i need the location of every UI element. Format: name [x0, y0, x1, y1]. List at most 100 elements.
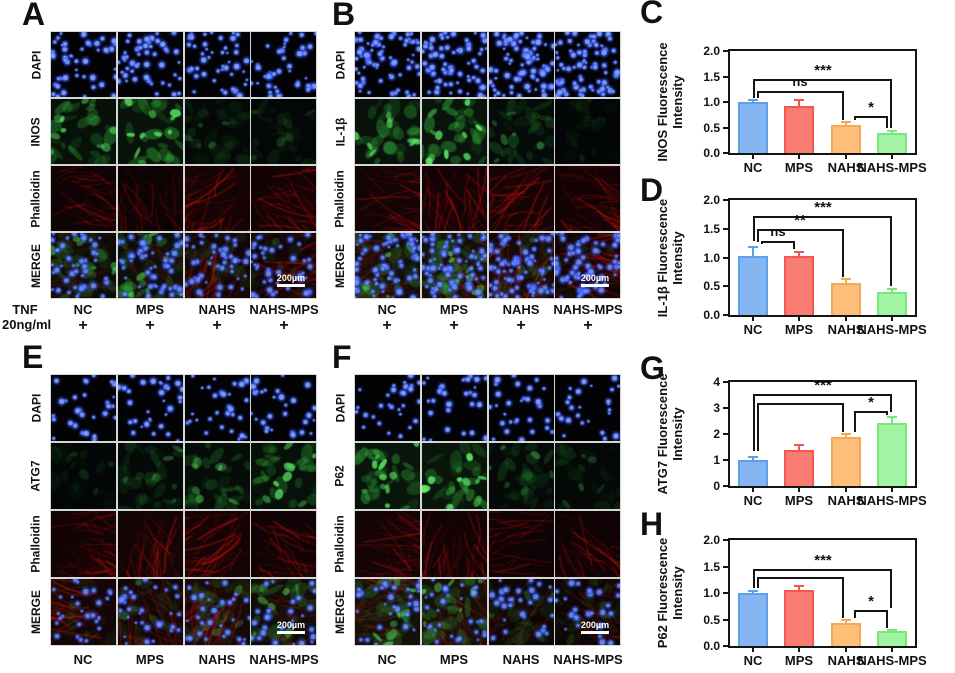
micro-tile-f-p62-2	[489, 443, 554, 509]
row-label-text: Phalloidin	[29, 169, 43, 228]
col-label-nahs-mps: NAHS-MPS	[249, 652, 319, 667]
error-bar-cap	[887, 416, 897, 418]
bar-mps	[784, 590, 814, 646]
micro-tile-a-merge-0	[51, 233, 116, 298]
sig-label: *	[868, 593, 874, 610]
y-tick-label: 0.0	[703, 639, 720, 653]
plus-sign: +	[279, 317, 289, 334]
error-bar-line	[845, 434, 847, 437]
row-label-phalloidin: Phalloidin	[24, 510, 48, 578]
micro-tile-a-dapi-0	[51, 32, 116, 97]
micro-grid: 200µm	[354, 374, 621, 646]
row-label-dapi: DAPI	[24, 374, 48, 442]
scale-bar: 200µm	[575, 620, 615, 634]
y-axis-title: P62 Fluorescence Intensity	[650, 532, 690, 654]
x-category-label-nahs: NAHS	[827, 160, 865, 175]
bar-chart-h: H P62 Fluorescence Intensity 0.0 0.5 1.0 1.5 2…	[636, 506, 955, 673]
row-label-text: IL-1β	[333, 117, 348, 146]
sig-bracket-leg-right	[890, 79, 892, 128]
col-label-mps: MPS	[439, 302, 469, 317]
col-label-mps: MPS	[135, 302, 165, 317]
row-label-text: DAPI	[333, 393, 348, 423]
x-tick-mark	[798, 648, 800, 652]
col-label-mps: MPS	[439, 652, 469, 667]
error-bar-cap	[748, 590, 758, 592]
sig-bracket-line	[753, 569, 892, 571]
x-category-label-nahs-mps: NAHS-MPS	[857, 653, 927, 668]
sig-bracket-leg-right	[890, 216, 892, 286]
col-label-nc: NC	[377, 652, 397, 667]
row-label-text: P62	[332, 465, 347, 487]
y-tick-mark	[723, 645, 728, 647]
micro-tile-b-il-1β-2	[489, 99, 554, 164]
micro-grid: 200µm	[50, 374, 317, 646]
micro-tile-e-merge-0	[51, 579, 116, 645]
error-bar-cap	[841, 278, 851, 280]
error-bar-line	[845, 121, 847, 125]
bar-chart-d: D IL-1β Fluorescence Intensity 0.0 0.5 1.0 1.…	[636, 172, 955, 350]
x-category-label-nahs-mps: NAHS-MPS	[857, 160, 927, 175]
micro-tile-b-merge-1	[422, 233, 487, 298]
bar-nahs	[831, 437, 861, 486]
error-bar-line	[845, 279, 847, 283]
micro-tile-f-dapi-3	[555, 375, 620, 441]
bar-nahs-mps	[877, 631, 907, 646]
micro-tile-e-merge-2	[185, 579, 250, 645]
micro-tile-b-dapi-2	[489, 32, 554, 97]
sig-label: ***	[814, 62, 832, 79]
row-label-il-1β: IL-1β	[328, 98, 352, 165]
row-label-text: DAPI	[29, 393, 44, 423]
sig-bracket-leg-left	[761, 241, 763, 244]
panel-letter-b: B	[332, 0, 356, 32]
x-tick-mark	[891, 648, 893, 652]
row-label-p62: P62	[328, 442, 352, 510]
sig-bracket-leg-right	[842, 577, 844, 618]
col-label-nahs-mps: NAHS-MPS	[249, 302, 319, 317]
x-category-label-nc: NC	[743, 160, 763, 175]
sig-bracket-line	[757, 229, 844, 231]
micro-panel-b: B 200µm DAPI IL-1β Phalloidin MERGE NC MPS NAHS N…	[326, 0, 630, 342]
error-bar-cap	[748, 456, 758, 458]
y-tick-label: 2.0	[703, 533, 720, 547]
y-axis-title-text: P62 Fluorescence Intensity	[655, 537, 685, 649]
error-bar-line	[845, 620, 847, 623]
row-label-dapi: DAPI	[328, 31, 352, 98]
x-tick-mark	[798, 488, 800, 492]
panel-letter-a: A	[22, 0, 46, 32]
micro-tile-a-merge-3	[251, 233, 316, 298]
plus-sign: +	[145, 317, 155, 334]
micro-tile-a-dapi-1	[118, 32, 183, 97]
y-tick-mark	[723, 101, 728, 103]
micro-tile-f-merge-0	[355, 579, 420, 645]
y-tick-label: 4	[713, 375, 720, 389]
micro-tile-b-il-1β-0	[355, 99, 420, 164]
sig-bracket-leg-left	[757, 91, 759, 98]
row-label-phalloidin: Phalloidin	[328, 510, 352, 578]
micro-tile-e-phalloidin-2	[185, 511, 250, 577]
col-label-nahs: NAHS	[502, 652, 540, 667]
micro-tile-e-phalloidin-1	[118, 511, 183, 577]
sig-bracket-line	[757, 577, 844, 579]
row-label-text: MERGE	[29, 589, 44, 635]
y-tick-label: 0.5	[703, 279, 720, 293]
row-label-dapi: DAPI	[328, 374, 352, 442]
micro-panel-a: A 200µm DAPI INOS Phalloidin MERGE NC MPS NAHS NA…	[2, 0, 324, 342]
bar-chart-g: G ATG7 Fluorescence Intensity 0 1 2 3 4 *** * NC M…	[636, 350, 955, 510]
y-tick-label: 1.0	[703, 95, 720, 109]
sig-label: *	[868, 394, 874, 411]
panel-letter-d: D	[640, 172, 664, 208]
row-label-inos: INOS	[24, 98, 48, 165]
sig-bracket-leg-left	[753, 569, 755, 588]
col-label-nc: NC	[73, 652, 93, 667]
scale-bar-label: 200µm	[276, 620, 306, 630]
x-category-label-nahs: NAHS	[827, 653, 865, 668]
sig-label: ***	[814, 377, 832, 394]
row-label-dapi: DAPI	[24, 31, 48, 98]
x-tick-mark	[891, 317, 893, 321]
row-label-text: INOS	[29, 116, 43, 147]
micro-tile-a-phalloidin-2	[185, 166, 250, 231]
micro-tile-f-phalloidin-2	[489, 511, 554, 577]
sig-bracket-leg-left	[854, 116, 856, 120]
sig-label: *	[868, 99, 874, 116]
bar-nahs-mps	[877, 423, 907, 486]
